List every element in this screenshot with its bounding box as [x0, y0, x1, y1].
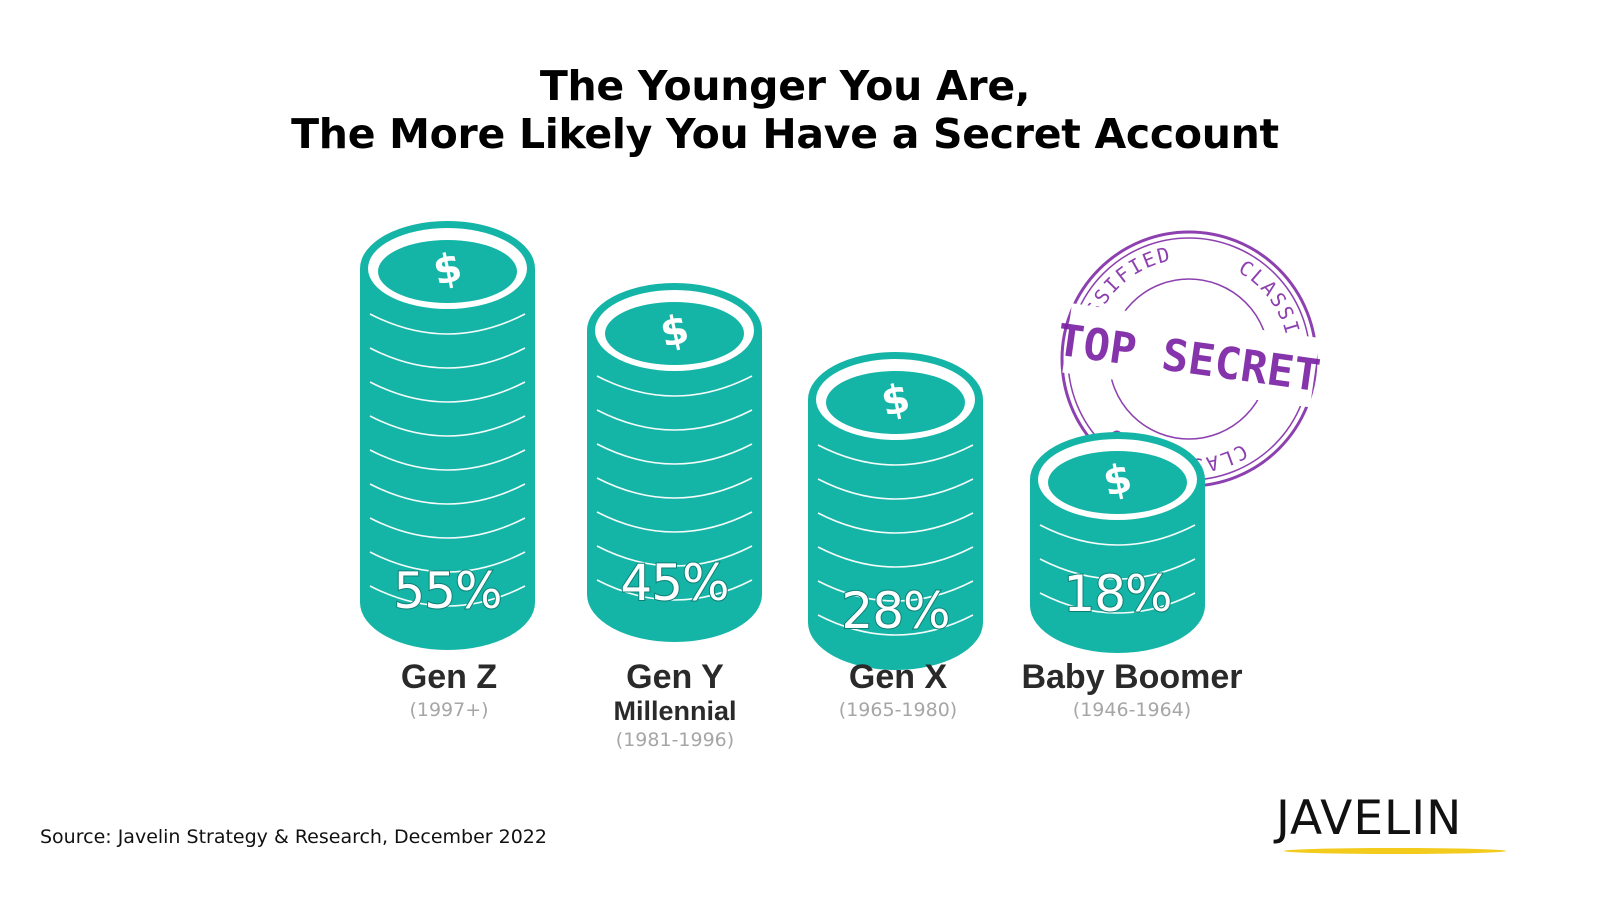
generation-years: (1946-1964) [1072, 699, 1192, 721]
title-line-2: The More Likely You Have a Secret Accoun… [291, 110, 1279, 158]
value-label: 45% [620, 554, 728, 612]
category-label: Gen X (1965-1980) [839, 658, 957, 724]
generation-subname: Millennial [613, 696, 737, 726]
coin-stack-gen-z: $ 55% [360, 221, 535, 650]
generation-years: (1965-1980) [838, 699, 958, 721]
generation-years: (1997+) [409, 699, 489, 721]
value-label: 28% [841, 582, 949, 640]
title-line-1: The Younger You Are, [539, 62, 1031, 110]
category-label: Gen Z (1997+) [401, 658, 497, 724]
generation-name: Gen Y [626, 658, 724, 696]
generation-name: Gen Z [400, 658, 498, 696]
stamp-icon: CLASSIFIED CLASSIFIED CLASSIFIED TOP SEC… [1054, 230, 1323, 488]
category-label: Baby Boomer (1946-1964) [1021, 658, 1242, 724]
top-secret-stamp: CLASSIFIED CLASSIFIED CLASSIFIED TOP SEC… [1054, 228, 1323, 490]
logo-underline [1284, 848, 1506, 854]
value-label: 55% [393, 562, 501, 620]
category-label: Gen Y Millennial (1981-1996) [613, 658, 736, 754]
coin-stack-gen-x: $ 28% [808, 352, 983, 670]
source-note: Source: Javelin Strategy & Research, Dec… [40, 826, 547, 848]
coin-stack-gen-y: $ 45% [587, 283, 762, 642]
coin-stack-baby-boomer: $ 18% [1030, 432, 1205, 653]
logo-text: JAVELIN [1276, 791, 1463, 846]
javelin-logo: JAVELIN [1276, 792, 1510, 854]
chart-title: The Younger You Are, The More Likely You… [0, 62, 1570, 158]
value-label: 18% [1063, 565, 1171, 623]
generation-name: Baby Boomer [1021, 658, 1243, 696]
generation-years: (1981-1996) [615, 729, 735, 751]
generation-name: Gen X [848, 658, 948, 696]
